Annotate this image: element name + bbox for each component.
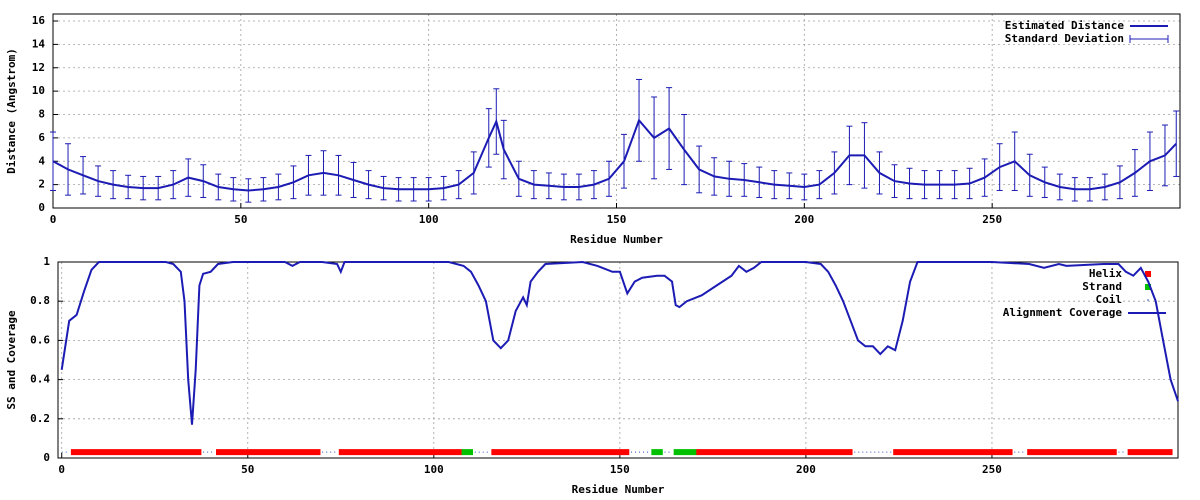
ss-segment <box>893 449 1013 456</box>
x-tick-label: 250 <box>982 463 1002 476</box>
legend-label: Coil <box>1096 293 1123 306</box>
x-axis-label: Residue Number <box>570 233 663 246</box>
x-tick-label: 50 <box>241 463 254 476</box>
legend-label: Standard Deviation <box>1005 32 1124 45</box>
x-tick-label: 150 <box>610 463 630 476</box>
legend-label: Alignment Coverage <box>1003 306 1123 319</box>
y-tick-label: 6 <box>38 131 45 144</box>
ss-segment <box>673 449 697 456</box>
plot-frame <box>52 13 1181 209</box>
x-tick-label: 100 <box>419 213 439 226</box>
y-tick-label: 0.2 <box>30 412 50 425</box>
y-tick-label: 0.6 <box>30 333 50 346</box>
legend-marker <box>1145 271 1151 277</box>
x-tick-label: 200 <box>794 213 814 226</box>
ss-segment <box>696 449 853 456</box>
ss-segment <box>1127 449 1173 456</box>
ss-segment <box>532 449 630 456</box>
ss-segment <box>491 449 533 456</box>
y-axis-label: Distance (Angstrom) <box>5 48 18 174</box>
x-tick-label: 150 <box>607 213 627 226</box>
y-tick-label: 2 <box>38 178 45 191</box>
ss-segment <box>70 449 202 456</box>
ss-segment <box>461 449 474 456</box>
ss-segment <box>1027 449 1117 456</box>
y-tick-label: 0 <box>43 451 50 464</box>
y-tick-label: 8 <box>38 108 45 121</box>
x-tick-label: 250 <box>982 213 1002 226</box>
legend-label: Helix <box>1089 267 1122 280</box>
x-tick-label: 0 <box>58 463 65 476</box>
legend-label: Strand <box>1082 280 1122 293</box>
y-tick-label: 0 <box>38 201 45 214</box>
plot-frame <box>57 261 1179 459</box>
x-axis-label: Residue Number <box>572 483 665 496</box>
legend-label: Estimated Distance <box>1005 19 1125 32</box>
x-tick-label: 0 <box>50 213 57 226</box>
y-tick-label: 16 <box>32 14 46 27</box>
ss-segment <box>216 449 321 456</box>
ss-segment <box>338 449 462 456</box>
legend-marker <box>1147 299 1149 301</box>
y-tick-label: 1 <box>43 255 50 268</box>
y-tick-label: 14 <box>32 37 46 50</box>
data-line <box>60 260 1179 425</box>
data-line <box>52 118 1177 192</box>
y-tick-label: 0.4 <box>30 373 50 386</box>
y-tick-label: 0.8 <box>30 294 50 307</box>
legend-marker <box>1145 284 1151 290</box>
y-tick-label: 12 <box>32 61 45 74</box>
ss-segment <box>651 449 663 456</box>
x-tick-label: 100 <box>424 463 444 476</box>
x-tick-label: 200 <box>796 463 816 476</box>
y-tick-label: 10 <box>32 84 45 97</box>
y-axis-label: SS and Coverage <box>5 310 18 410</box>
x-tick-label: 50 <box>234 213 247 226</box>
y-tick-label: 4 <box>38 154 45 167</box>
